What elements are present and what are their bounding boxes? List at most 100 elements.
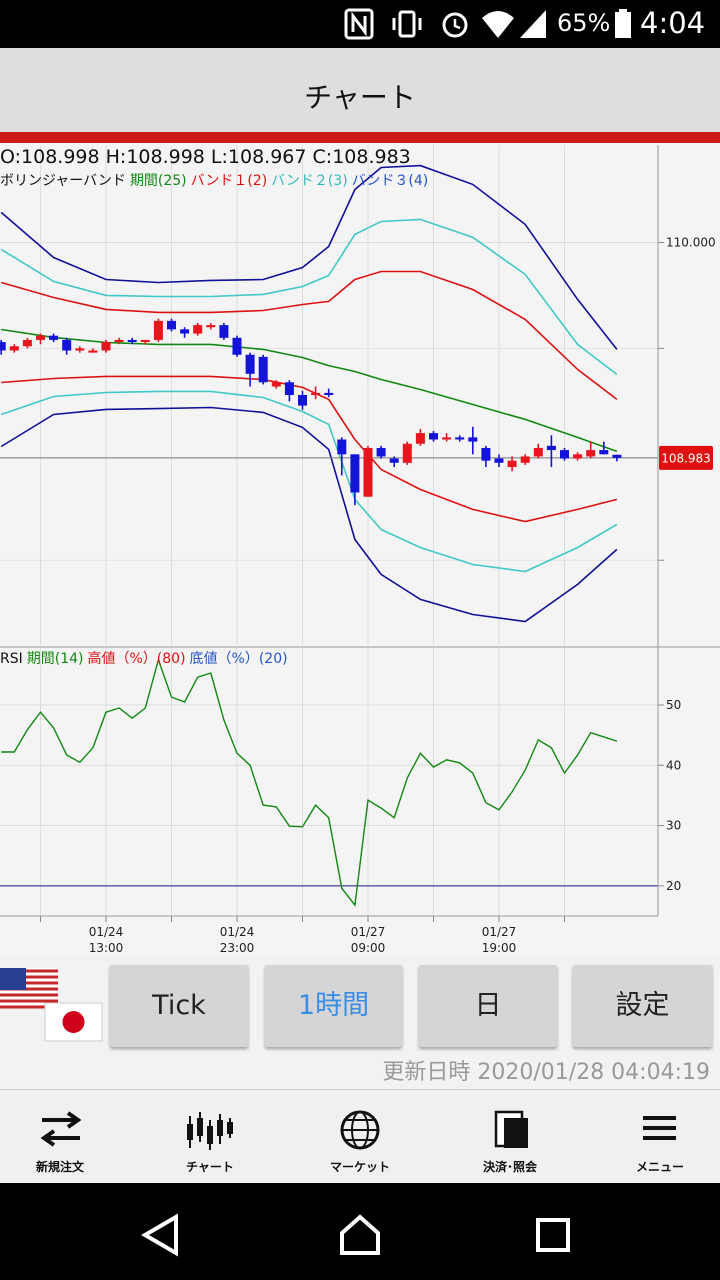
y-tick-label: 20: [666, 879, 681, 893]
candle-body: [429, 433, 438, 440]
chart-background: [0, 143, 720, 955]
rsi-line: [1, 657, 618, 907]
indicator-legend: ボリンジャーバンド 期間(25) バンド１(2) バンド２(3) バンド３(4): [0, 170, 432, 190]
candle-body: [9, 346, 19, 351]
update-time: 更新日時 2020/01/28 04:04:19: [382, 1054, 710, 1086]
nfc-icon: [344, 8, 374, 40]
timeframe-button[interactable]: Tick: [110, 965, 248, 1047]
rsi-legend: RSI 期間(14) 高値（%）(80) 底値（%）(20): [0, 648, 292, 668]
battery-icon: [615, 12, 631, 38]
candle-body: [193, 325, 203, 334]
nfc-n: [351, 11, 367, 37]
candle-body: [337, 439, 347, 455]
candle-body: [167, 320, 176, 330]
jp-circle: [62, 1011, 85, 1033]
candle-body: [612, 454, 622, 458]
candle-body: [455, 437, 465, 440]
candle-body: [127, 339, 137, 343]
order-icon: [40, 1111, 82, 1147]
candle-body: [415, 433, 425, 444]
candle-body: [350, 454, 360, 493]
candle-body: [49, 335, 59, 340]
alarm-icon: [442, 12, 468, 38]
y-tick-label: 40: [666, 758, 681, 772]
system-nav: [0, 1183, 720, 1280]
candle-body: [36, 335, 45, 340]
current-price-box: [659, 445, 713, 470]
legend-entry: バンド３(4): [351, 173, 429, 189]
candle-body: [311, 392, 321, 395]
candle-body: [389, 458, 399, 463]
x-tick-label: 01/27 09:00: [350, 925, 386, 955]
candle-body: [560, 450, 569, 459]
nav-item[interactable]: 決済･照会: [482, 1160, 537, 1174]
candle-body: [298, 395, 307, 406]
candle-body: [324, 392, 334, 395]
candle-body: [219, 325, 229, 338]
timeframe-button[interactable]: 1時間: [265, 965, 402, 1047]
nav-item[interactable]: チャート: [186, 1160, 234, 1174]
candle-body: [153, 320, 163, 340]
legend-entry: 期間(25): [129, 173, 187, 189]
vibrate-lines: [392, 18, 422, 30]
nav-item[interactable]: マーケット: [329, 1160, 390, 1174]
status-icons: [344, 8, 631, 40]
chart-icon-bodies: [187, 1118, 233, 1144]
candle-body: [376, 447, 386, 457]
ohlc-text: O:108.998 H:108.998 L:108.967 C:108.983: [0, 146, 411, 168]
y-tick-label: 50: [666, 698, 681, 712]
candle-body: [468, 437, 478, 442]
candle-body: [245, 354, 255, 374]
nav-item[interactable]: メニュー: [635, 1160, 684, 1174]
nav-icons: [40, 1110, 676, 1150]
bollinger-band: [0, 164, 618, 350]
bollinger-band: [0, 218, 618, 376]
home-button[interactable]: [340, 1214, 380, 1255]
alarm-hands: [453, 19, 461, 30]
legend-entry: バンド２(3): [271, 173, 348, 189]
y-tick-label: 110.000: [666, 235, 716, 249]
candle-body: [507, 460, 517, 468]
back-button[interactable]: [141, 1213, 178, 1257]
market-icon-lines: [342, 1119, 378, 1141]
candle-body: [442, 437, 452, 440]
timeframe-button[interactable]: 日: [419, 965, 557, 1047]
candle-body: [533, 447, 543, 457]
battery-text: 65%: [557, 9, 611, 37]
clock: 4:04: [640, 6, 706, 40]
legend-entry: 底値（%）(20): [189, 651, 288, 667]
bollinger-band: [1, 375, 618, 523]
candle-body: [546, 445, 556, 451]
currency-flags: [0, 968, 103, 1042]
candle-body: [140, 339, 150, 343]
legend-entry: 高値（%）(80): [87, 651, 186, 667]
update-value: 2020/01/28 04:04:19: [477, 1060, 710, 1085]
recents-button[interactable]: [536, 1218, 570, 1252]
candle-body: [180, 329, 190, 334]
battery-cap: [619, 9, 627, 12]
x-tick-label: 01/24 23:00: [219, 925, 255, 955]
update-label: 更新日時: [382, 1060, 471, 1085]
timeframe-button[interactable]: 設定: [573, 965, 712, 1047]
candle-body: [520, 456, 530, 463]
legend-entry: ボリンジャーバンド: [0, 173, 126, 189]
candle-body: [363, 447, 373, 497]
bollinger-band: [1, 328, 618, 453]
candle-body: [62, 339, 72, 351]
us-stripes: [0, 969, 58, 1009]
status-bar: 65% 4:04: [0, 0, 720, 48]
candle-body: [232, 337, 242, 355]
candle-body: [586, 450, 596, 457]
candle-body: [101, 342, 111, 351]
y-tick-label: 30: [666, 819, 681, 833]
candle-body: [258, 356, 268, 383]
x-tick-label: 01/24 13:00: [88, 925, 124, 955]
x-tick-label: 01/27 19:00: [481, 925, 517, 955]
nav-item[interactable]: 新規注文: [35, 1160, 84, 1174]
vibrate-icon: [398, 10, 416, 38]
bollinger-band: [0, 406, 618, 623]
bollinger-band: [0, 270, 618, 401]
wifi-icon: [482, 11, 514, 38]
